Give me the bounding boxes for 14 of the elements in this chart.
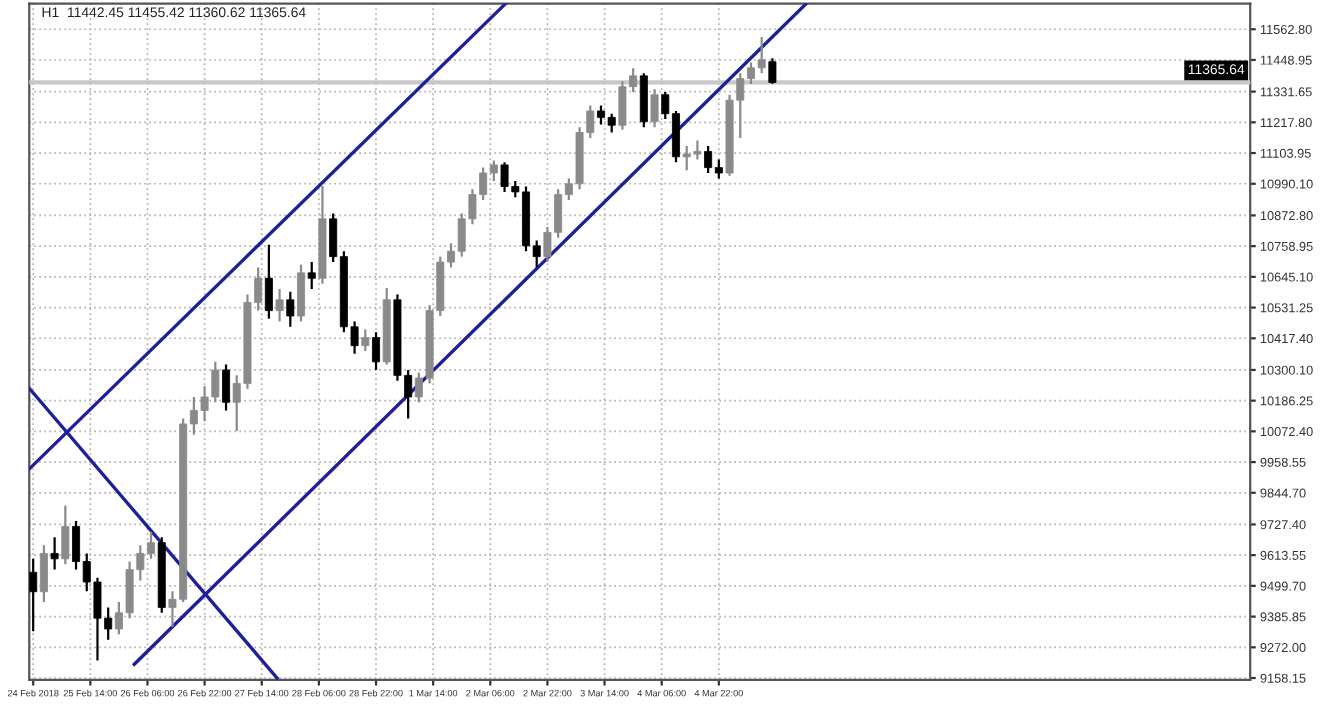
candlestick [372,331,380,372]
candlestick [639,72,648,129]
candlestick [307,260,316,291]
candlestick [650,88,659,129]
candlestick [50,536,59,571]
candlestick [297,263,306,323]
candlestick [61,504,70,566]
candlestick [222,363,231,412]
candlestick [286,290,295,328]
candlestick [768,57,777,85]
candlestick [264,243,273,320]
candlestick [361,328,370,353]
candlestick [39,544,48,604]
candlestick [275,287,284,323]
